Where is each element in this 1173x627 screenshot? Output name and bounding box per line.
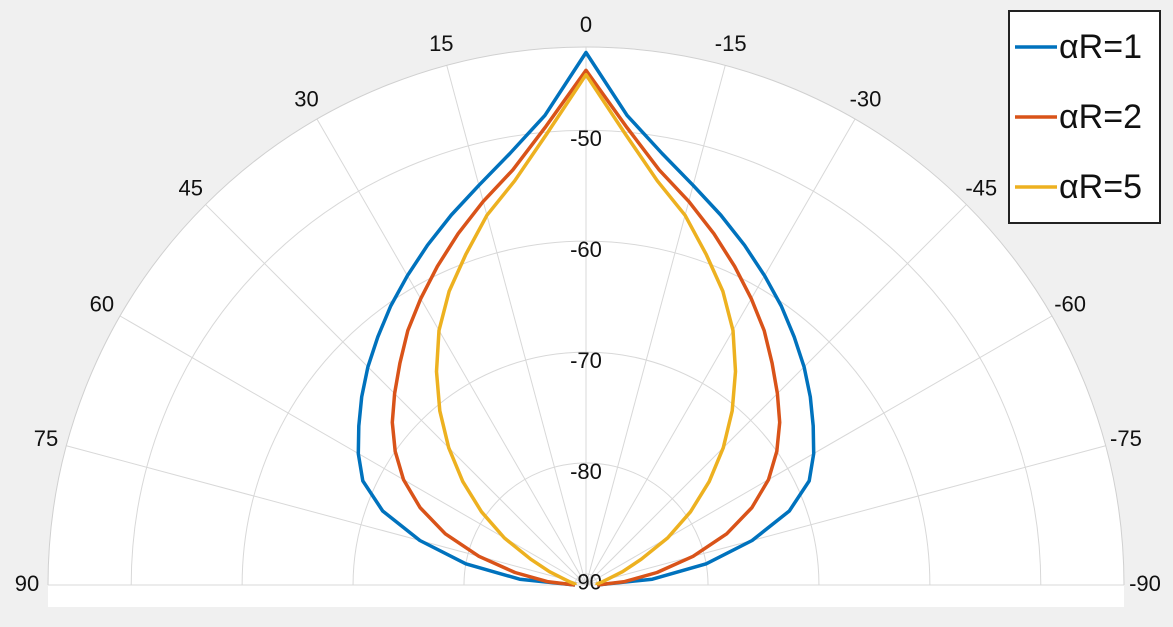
radial-tick-label: -80: [570, 459, 602, 484]
legend-label: αR=5: [1059, 168, 1142, 206]
angle-tick-label: 15: [429, 31, 453, 56]
legend-label: αR=2: [1059, 98, 1142, 136]
angle-tick-label: -60: [1054, 291, 1086, 316]
angle-tick-label: -45: [965, 176, 997, 201]
grid-spoke: [585, 65, 726, 586]
angle-tick-label: 0: [580, 12, 592, 37]
radial-tick-label: -70: [570, 348, 602, 373]
outer-boundary: [47, 46, 1125, 586]
angle-tick-label: 60: [90, 291, 114, 316]
angle-tick-label: -15: [715, 31, 747, 56]
legend-label: αR=1: [1059, 28, 1142, 66]
series-line: [390, 68, 782, 587]
grid-spoke: [585, 445, 1106, 586]
radial-tick-label: -60: [570, 237, 602, 262]
angle-tick-label: -75: [1110, 426, 1142, 451]
angle-tick-label: -90: [1129, 571, 1161, 596]
grid-spoke: [66, 445, 587, 586]
angle-tick-label: 75: [34, 426, 58, 451]
radial-tick-label: -90: [570, 570, 602, 595]
angle-tick-label: 30: [294, 87, 318, 112]
angle-tick-label: 45: [178, 176, 202, 201]
series-line: [434, 72, 738, 586]
series-line: [356, 50, 816, 587]
grid-spoke: [585, 118, 856, 586]
angle-tick-label: 90: [15, 571, 39, 596]
radial-tick-label: -50: [570, 126, 602, 151]
angle-tick-label: -30: [850, 87, 882, 112]
grid-spoke: [446, 65, 587, 586]
grid-spoke: [316, 118, 587, 586]
